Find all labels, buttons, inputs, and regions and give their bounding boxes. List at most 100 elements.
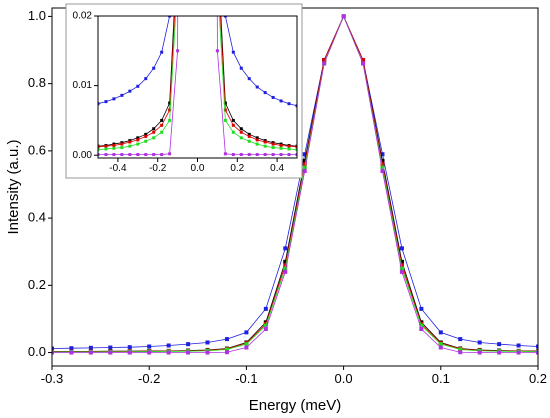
data-point bbox=[88, 350, 93, 355]
data-point bbox=[186, 350, 191, 355]
data-point bbox=[458, 350, 463, 355]
series-line bbox=[52, 15, 538, 353]
data-point bbox=[88, 345, 93, 350]
y-tick-label: 0.6 bbox=[28, 142, 46, 157]
data-point bbox=[458, 337, 463, 342]
data-point bbox=[120, 153, 124, 157]
data-point bbox=[160, 130, 164, 134]
data-point bbox=[477, 340, 482, 345]
data-point bbox=[302, 152, 307, 157]
data-point bbox=[168, 152, 172, 156]
data-point bbox=[295, 104, 297, 108]
data-point bbox=[295, 145, 297, 149]
data-point bbox=[127, 350, 132, 355]
data-point bbox=[247, 153, 251, 157]
data-point bbox=[516, 350, 521, 355]
data-point bbox=[438, 342, 443, 347]
data-point bbox=[152, 66, 156, 70]
data-point bbox=[52, 350, 54, 355]
data-point bbox=[166, 350, 171, 355]
data-point bbox=[271, 153, 275, 157]
data-point bbox=[69, 350, 74, 355]
data-point bbox=[380, 152, 385, 157]
data-point bbox=[271, 95, 275, 99]
data-point bbox=[380, 165, 385, 170]
data-point bbox=[295, 148, 297, 152]
data-point bbox=[419, 323, 424, 328]
data-point bbox=[283, 246, 288, 251]
data-point bbox=[224, 347, 229, 352]
data-point bbox=[160, 50, 164, 54]
data-point bbox=[399, 246, 404, 251]
data-point bbox=[120, 142, 124, 146]
data-point bbox=[279, 143, 283, 147]
axes-frame bbox=[97, 15, 298, 159]
data-point bbox=[263, 153, 267, 157]
data-point bbox=[112, 153, 116, 157]
data-point bbox=[215, 49, 219, 53]
data-point bbox=[271, 146, 275, 150]
data-point bbox=[176, 49, 180, 53]
x-tick-label: 0.2 bbox=[529, 371, 547, 386]
data-point bbox=[302, 169, 307, 174]
data-point bbox=[239, 136, 243, 140]
data-point bbox=[205, 350, 210, 355]
data-point bbox=[144, 77, 148, 81]
series-line bbox=[98, 16, 297, 155]
inset-frame bbox=[65, 3, 303, 179]
y-tick-label: 0.2 bbox=[28, 277, 46, 292]
data-point bbox=[147, 344, 152, 349]
data-point bbox=[287, 144, 291, 148]
data-point bbox=[380, 158, 385, 163]
y-tick-label: 0.8 bbox=[28, 75, 46, 90]
data-point bbox=[295, 153, 297, 157]
data-point bbox=[255, 142, 259, 146]
data-point bbox=[69, 346, 74, 351]
data-point bbox=[458, 347, 463, 352]
data-point bbox=[497, 350, 502, 355]
data-point bbox=[322, 58, 327, 63]
x-tick-label: 0.0 bbox=[191, 163, 205, 174]
data-point bbox=[322, 61, 327, 66]
data-point bbox=[255, 136, 259, 140]
data-point bbox=[144, 139, 148, 143]
series-line bbox=[98, 16, 297, 107]
series-line bbox=[52, 15, 538, 353]
data-point bbox=[166, 343, 171, 348]
data-point bbox=[128, 144, 132, 148]
data-point bbox=[419, 306, 424, 311]
data-point bbox=[247, 77, 251, 81]
data-point bbox=[399, 263, 404, 268]
data-point bbox=[239, 66, 243, 70]
y-tick-label: 0.4 bbox=[28, 210, 46, 225]
data-point bbox=[516, 343, 521, 348]
data-point bbox=[144, 132, 148, 136]
data-point bbox=[279, 99, 283, 103]
data-point bbox=[438, 345, 443, 350]
data-point bbox=[205, 340, 210, 345]
data-point bbox=[223, 108, 227, 112]
data-point bbox=[247, 139, 251, 143]
data-point bbox=[255, 153, 259, 157]
data-point bbox=[104, 100, 108, 104]
data-point bbox=[104, 144, 108, 148]
data-point bbox=[152, 136, 156, 140]
y-tick-label: 1.0 bbox=[28, 8, 46, 23]
data-point bbox=[152, 153, 156, 157]
x-tick-label: 0.2 bbox=[230, 163, 244, 174]
data-point bbox=[399, 259, 404, 264]
x-tick-label: -0.2 bbox=[149, 163, 167, 174]
data-point bbox=[399, 266, 404, 271]
data-point bbox=[112, 146, 116, 150]
data-point bbox=[136, 138, 140, 142]
data-point bbox=[302, 165, 307, 170]
data-point bbox=[399, 269, 404, 274]
x-axis-label: Energy (meV) bbox=[249, 397, 342, 414]
data-point bbox=[160, 118, 164, 122]
data-point bbox=[168, 118, 172, 122]
x-tick-label: -0.2 bbox=[138, 371, 160, 386]
data-point bbox=[263, 306, 268, 311]
data-point bbox=[112, 143, 116, 147]
data-point bbox=[247, 132, 251, 136]
